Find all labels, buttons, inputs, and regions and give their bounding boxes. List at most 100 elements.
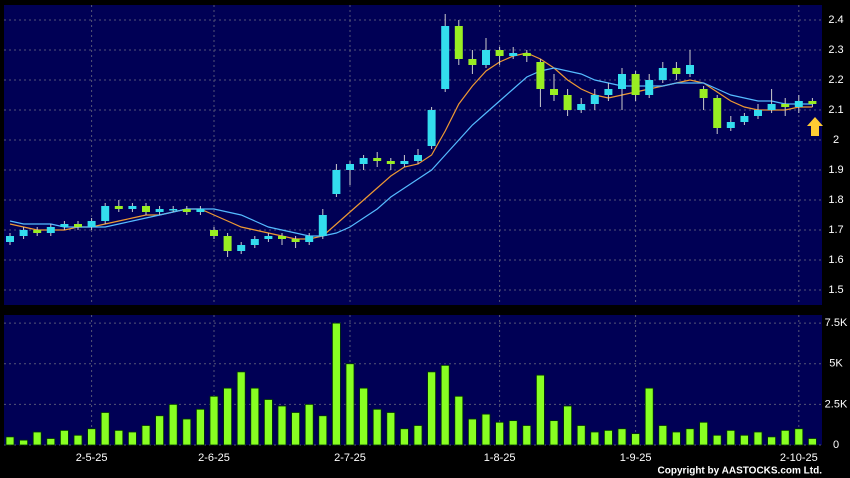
volume-bar	[440, 364, 450, 446]
y-tick-label: 0	[833, 439, 839, 451]
candle-body	[713, 98, 722, 128]
volume-bar	[794, 428, 804, 446]
candle-body	[604, 89, 613, 95]
y-tick-label: 2.2	[828, 74, 843, 86]
volume-bar	[250, 387, 260, 446]
volume-bar	[399, 428, 409, 446]
volume-bar	[427, 371, 437, 446]
candle-body	[536, 62, 545, 89]
candle-body	[101, 206, 110, 221]
volume-bar	[590, 431, 600, 446]
volume-bar	[291, 412, 301, 446]
y-tick-label: 2.4	[828, 14, 843, 26]
y-tick-label: 1.9	[828, 164, 843, 176]
candle-body	[182, 209, 191, 212]
volume-bar	[100, 412, 110, 446]
volume-bar	[141, 425, 151, 446]
volume-bar	[740, 434, 749, 446]
y-tick-label: 1.6	[828, 254, 843, 266]
candle-body	[441, 26, 450, 89]
volume-bar	[549, 420, 559, 446]
candle-body	[808, 101, 817, 104]
candle-body	[169, 209, 178, 211]
volume-bar	[563, 405, 572, 446]
candle-body	[196, 209, 205, 212]
volume-bar	[331, 322, 341, 446]
volume-bar	[495, 421, 505, 446]
volume-bar	[685, 428, 695, 446]
candle-body	[726, 122, 735, 128]
candle-body	[264, 236, 273, 239]
candle-body	[155, 209, 164, 212]
x-tick-label: 2-7-25	[334, 452, 366, 464]
volume-bar	[263, 399, 273, 446]
volume-bar	[5, 436, 15, 446]
candle-body	[699, 89, 708, 98]
volume-bar	[576, 425, 586, 446]
volume-bar	[413, 425, 423, 446]
price-panel	[4, 5, 822, 305]
candle-body	[427, 110, 436, 146]
candle-body	[577, 104, 586, 110]
volume-bar	[46, 438, 56, 446]
volume-bar	[155, 415, 165, 446]
candle-body	[373, 158, 382, 161]
y-tick-label: 1.5	[828, 284, 843, 296]
candle-body	[6, 236, 14, 242]
volume-bar	[508, 420, 518, 446]
volume-bar	[767, 436, 776, 446]
volume-bar	[617, 428, 627, 446]
volume-bar	[114, 429, 124, 446]
candle-body	[590, 95, 599, 104]
volume-bar	[644, 387, 654, 446]
candle-body	[318, 215, 327, 236]
candle-body	[781, 104, 790, 107]
volume-bar	[536, 374, 545, 446]
candle-body	[522, 53, 531, 56]
y-tick-label: 2.5K	[825, 398, 848, 410]
x-tick-label: 1-9-25	[620, 452, 652, 464]
volume-bar	[631, 433, 640, 446]
volume-bar	[726, 429, 736, 446]
candle-body	[414, 155, 422, 161]
ma-line	[9, 67, 813, 237]
volume-bar	[87, 428, 96, 446]
candle-body	[754, 110, 762, 116]
candle-body	[223, 236, 232, 251]
candle-body	[386, 161, 395, 164]
candle-body	[291, 239, 300, 242]
candle-body	[359, 158, 368, 164]
candle-body	[346, 164, 354, 170]
candle-body	[468, 59, 477, 65]
candle-body	[740, 116, 749, 122]
candle-body	[250, 239, 259, 245]
volume-bar	[277, 405, 287, 446]
volume-bar	[780, 429, 790, 446]
candle-body	[237, 245, 246, 251]
volume-bar	[127, 431, 137, 446]
volume-bar	[304, 403, 314, 446]
x-tick-label: 1-8-25	[484, 452, 516, 464]
volume-panel	[4, 315, 822, 445]
candle-body	[114, 206, 123, 209]
volume-bar	[19, 439, 29, 446]
volume-bar	[753, 431, 763, 446]
candle-body	[400, 161, 409, 164]
candle-body	[128, 206, 137, 209]
candle-body	[210, 230, 218, 236]
volume-bar	[345, 363, 355, 446]
volume-bar	[372, 408, 382, 446]
candle-body	[686, 65, 694, 74]
candle-body	[672, 68, 681, 74]
volume-bar	[73, 434, 83, 446]
volume-bar	[467, 418, 477, 446]
candle-body	[305, 236, 314, 242]
candle-body	[278, 236, 286, 239]
volume-bar	[168, 403, 178, 446]
y-tick-label: 1.8	[828, 194, 843, 206]
y-tick-label: 1.7	[828, 224, 843, 236]
candle-body	[563, 95, 572, 110]
volume-bar	[386, 412, 396, 446]
candle-body	[33, 230, 42, 233]
